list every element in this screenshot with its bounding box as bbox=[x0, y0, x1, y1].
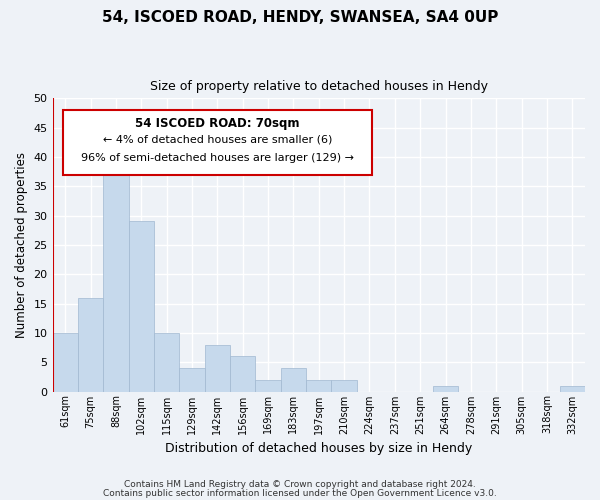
Text: ← 4% of detached houses are smaller (6): ← 4% of detached houses are smaller (6) bbox=[103, 135, 332, 145]
Bar bbox=[78, 298, 103, 392]
Bar bbox=[53, 333, 78, 392]
Bar bbox=[560, 386, 585, 392]
Bar bbox=[230, 356, 256, 392]
FancyBboxPatch shape bbox=[63, 110, 372, 174]
Bar bbox=[306, 380, 331, 392]
Bar bbox=[433, 386, 458, 392]
Bar bbox=[103, 163, 128, 392]
Title: Size of property relative to detached houses in Hendy: Size of property relative to detached ho… bbox=[150, 80, 488, 93]
Text: 54 ISCOED ROAD: 70sqm: 54 ISCOED ROAD: 70sqm bbox=[136, 118, 300, 130]
Bar bbox=[205, 344, 230, 392]
Text: 96% of semi-detached houses are larger (129) →: 96% of semi-detached houses are larger (… bbox=[81, 152, 354, 162]
Bar bbox=[256, 380, 281, 392]
Bar bbox=[331, 380, 357, 392]
Text: Contains public sector information licensed under the Open Government Licence v3: Contains public sector information licen… bbox=[103, 489, 497, 498]
Y-axis label: Number of detached properties: Number of detached properties bbox=[15, 152, 28, 338]
Text: Contains HM Land Registry data © Crown copyright and database right 2024.: Contains HM Land Registry data © Crown c… bbox=[124, 480, 476, 489]
X-axis label: Distribution of detached houses by size in Hendy: Distribution of detached houses by size … bbox=[165, 442, 472, 455]
Bar bbox=[179, 368, 205, 392]
Bar bbox=[154, 333, 179, 392]
Bar bbox=[128, 222, 154, 392]
Text: 54, ISCOED ROAD, HENDY, SWANSEA, SA4 0UP: 54, ISCOED ROAD, HENDY, SWANSEA, SA4 0UP bbox=[102, 10, 498, 25]
Bar bbox=[281, 368, 306, 392]
